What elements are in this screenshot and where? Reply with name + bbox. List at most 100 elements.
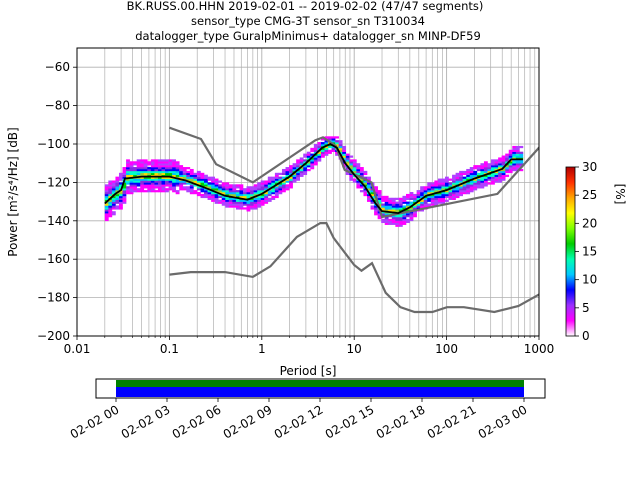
heatmap-cell [196, 172, 201, 176]
heatmap-cell [398, 220, 403, 224]
heatmap-cell [434, 199, 439, 202]
heatmap-cell [480, 178, 485, 181]
heatmap-cell [289, 178, 293, 181]
heatmap-cell [331, 149, 336, 152]
heatmap-cell [338, 144, 343, 147]
heatmap-cell [143, 159, 148, 162]
heatmap-cell [494, 176, 499, 179]
heatmap-cell [264, 186, 269, 189]
heatmap-cell [111, 199, 116, 202]
heatmap-cell [356, 170, 361, 174]
heatmap-cell [430, 182, 435, 185]
heatmap-cell [267, 186, 272, 189]
heatmap-cell [179, 168, 184, 172]
heatmap-cell [161, 163, 166, 166]
heatmap-cell [430, 203, 435, 206]
heatmap-cell [246, 188, 251, 191]
heatmap-cell [136, 178, 141, 181]
heatmap-cell [239, 195, 244, 199]
heatmap-cell [214, 180, 219, 183]
heatmap-cell [168, 163, 173, 166]
heatmap-cell [512, 145, 517, 149]
timeline-tick-label: 02-02 03 [119, 402, 173, 441]
heatmap-cell [483, 176, 488, 179]
heatmap-cell [140, 170, 145, 174]
heatmap-cell [377, 215, 382, 218]
heatmap-cell [182, 172, 187, 176]
heatmap-cell [512, 147, 517, 151]
heatmap-cell [299, 168, 304, 172]
heatmap-cell [448, 178, 453, 181]
heatmap-cell [104, 195, 109, 199]
heatmap-cell [512, 168, 517, 172]
heatmap-cell [246, 190, 251, 193]
heatmap-cell [335, 142, 339, 145]
heatmap-cell [126, 182, 130, 185]
heatmap-cell [150, 161, 155, 164]
heatmap-cell [168, 170, 173, 174]
heatmap-cell [228, 203, 233, 206]
heatmap-cell [480, 168, 485, 172]
heatmap-cell [243, 188, 247, 191]
heatmap-cell [370, 193, 375, 197]
heatmap-cell [289, 186, 293, 189]
heatmap-cell [483, 170, 488, 174]
heatmap-cell [363, 172, 368, 176]
heatmap-cell [402, 195, 407, 199]
heatmap-cell [466, 172, 471, 176]
heatmap-cell [260, 203, 265, 206]
heatmap-cell [352, 163, 357, 166]
heatmap-cell [437, 199, 442, 202]
heatmap-cell [331, 145, 336, 149]
heatmap-cell [452, 192, 456, 195]
heatmap-cell [257, 186, 262, 189]
heatmap-cell [448, 190, 453, 193]
heatmap-cell [391, 203, 396, 206]
heatmap-cell [165, 159, 169, 162]
heatmap-cell [136, 174, 141, 177]
heatmap-cell [377, 190, 382, 193]
heatmap-cell [384, 209, 389, 212]
heatmap-cell [367, 195, 371, 199]
heatmap-cell [427, 199, 432, 202]
heatmap-cell [150, 167, 155, 170]
heatmap-cell [384, 222, 389, 225]
heatmap-cell [243, 190, 247, 193]
heatmap-cell [452, 174, 456, 177]
heatmap-cell [437, 193, 442, 197]
heatmap-cell [441, 201, 446, 204]
heatmap-cell [147, 176, 152, 179]
heatmap-cell [118, 197, 123, 200]
heatmap-cell [448, 195, 453, 199]
heatmap-cell [278, 182, 283, 185]
ppsd-heatmap [104, 136, 524, 227]
heatmap-cell [239, 188, 244, 191]
heatmap-cell [367, 199, 371, 202]
heatmap-cell [143, 172, 148, 176]
heatmap-cell [487, 163, 492, 166]
heatmap-cell [157, 163, 162, 166]
heatmap-cell [104, 188, 109, 191]
heatmap-cell [115, 182, 120, 185]
heatmap-cell [232, 201, 237, 204]
heatmap-cell [246, 195, 251, 199]
chart-title: BK.RUSS.00.HHN 2019-02-01 -- 2019-02-02 … [127, 0, 484, 43]
heatmap-cell [455, 190, 460, 193]
heatmap-cell [427, 190, 432, 193]
heatmap-cell [313, 147, 318, 151]
heatmap-cell [154, 176, 159, 179]
heatmap-cell [338, 145, 343, 149]
heatmap-cell [182, 174, 187, 177]
heatmap-cell [519, 145, 524, 149]
heatmap-cell [250, 201, 254, 204]
heatmap-cell [122, 182, 127, 185]
heatmap-cell [126, 159, 130, 162]
heatmap-cell [161, 188, 166, 191]
heatmap-cell [186, 174, 191, 177]
heatmap-cell [118, 184, 123, 187]
heatmap-cell [441, 182, 446, 185]
heatmap-cell [225, 186, 230, 189]
heatmap-cell [175, 184, 180, 187]
heatmap-cell [260, 180, 265, 183]
heatmap-cell [313, 155, 318, 158]
